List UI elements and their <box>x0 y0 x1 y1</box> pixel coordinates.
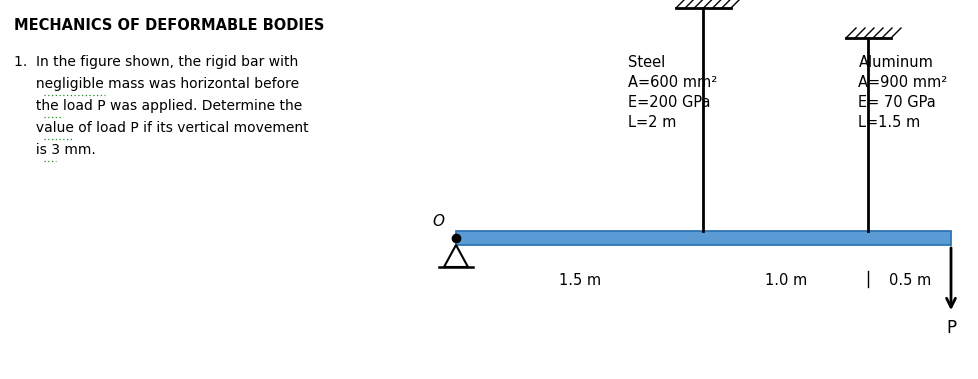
Text: Aluminum: Aluminum <box>858 55 932 70</box>
Text: 1.5 m: 1.5 m <box>558 273 600 288</box>
Text: Steel: Steel <box>628 55 665 70</box>
FancyBboxPatch shape <box>456 231 950 245</box>
Text: MECHANICS OF DEFORMABLE BODIES: MECHANICS OF DEFORMABLE BODIES <box>14 18 324 33</box>
Text: E=200 GPa: E=200 GPa <box>628 95 710 110</box>
Text: L=1.5 m: L=1.5 m <box>858 115 920 130</box>
Text: E= 70 GPa: E= 70 GPa <box>858 95 935 110</box>
Text: 1.  In the figure shown, the rigid bar with: 1. In the figure shown, the rigid bar wi… <box>14 55 298 69</box>
Text: L=2 m: L=2 m <box>628 115 676 130</box>
Text: the load P was applied. Determine the: the load P was applied. Determine the <box>14 99 302 113</box>
Text: P: P <box>945 319 956 337</box>
Text: O: O <box>431 214 444 229</box>
Text: 1.0 m: 1.0 m <box>764 273 806 288</box>
Text: is 3 mm.: is 3 mm. <box>14 143 96 157</box>
Text: value of load P if its vertical movement: value of load P if its vertical movement <box>14 121 308 135</box>
Text: A=600 mm²: A=600 mm² <box>628 75 717 90</box>
Text: 0.5 m: 0.5 m <box>888 273 930 288</box>
Text: A=900 mm²: A=900 mm² <box>858 75 947 90</box>
Polygon shape <box>444 245 467 267</box>
Text: negligible mass was horizontal before: negligible mass was horizontal before <box>14 77 299 91</box>
